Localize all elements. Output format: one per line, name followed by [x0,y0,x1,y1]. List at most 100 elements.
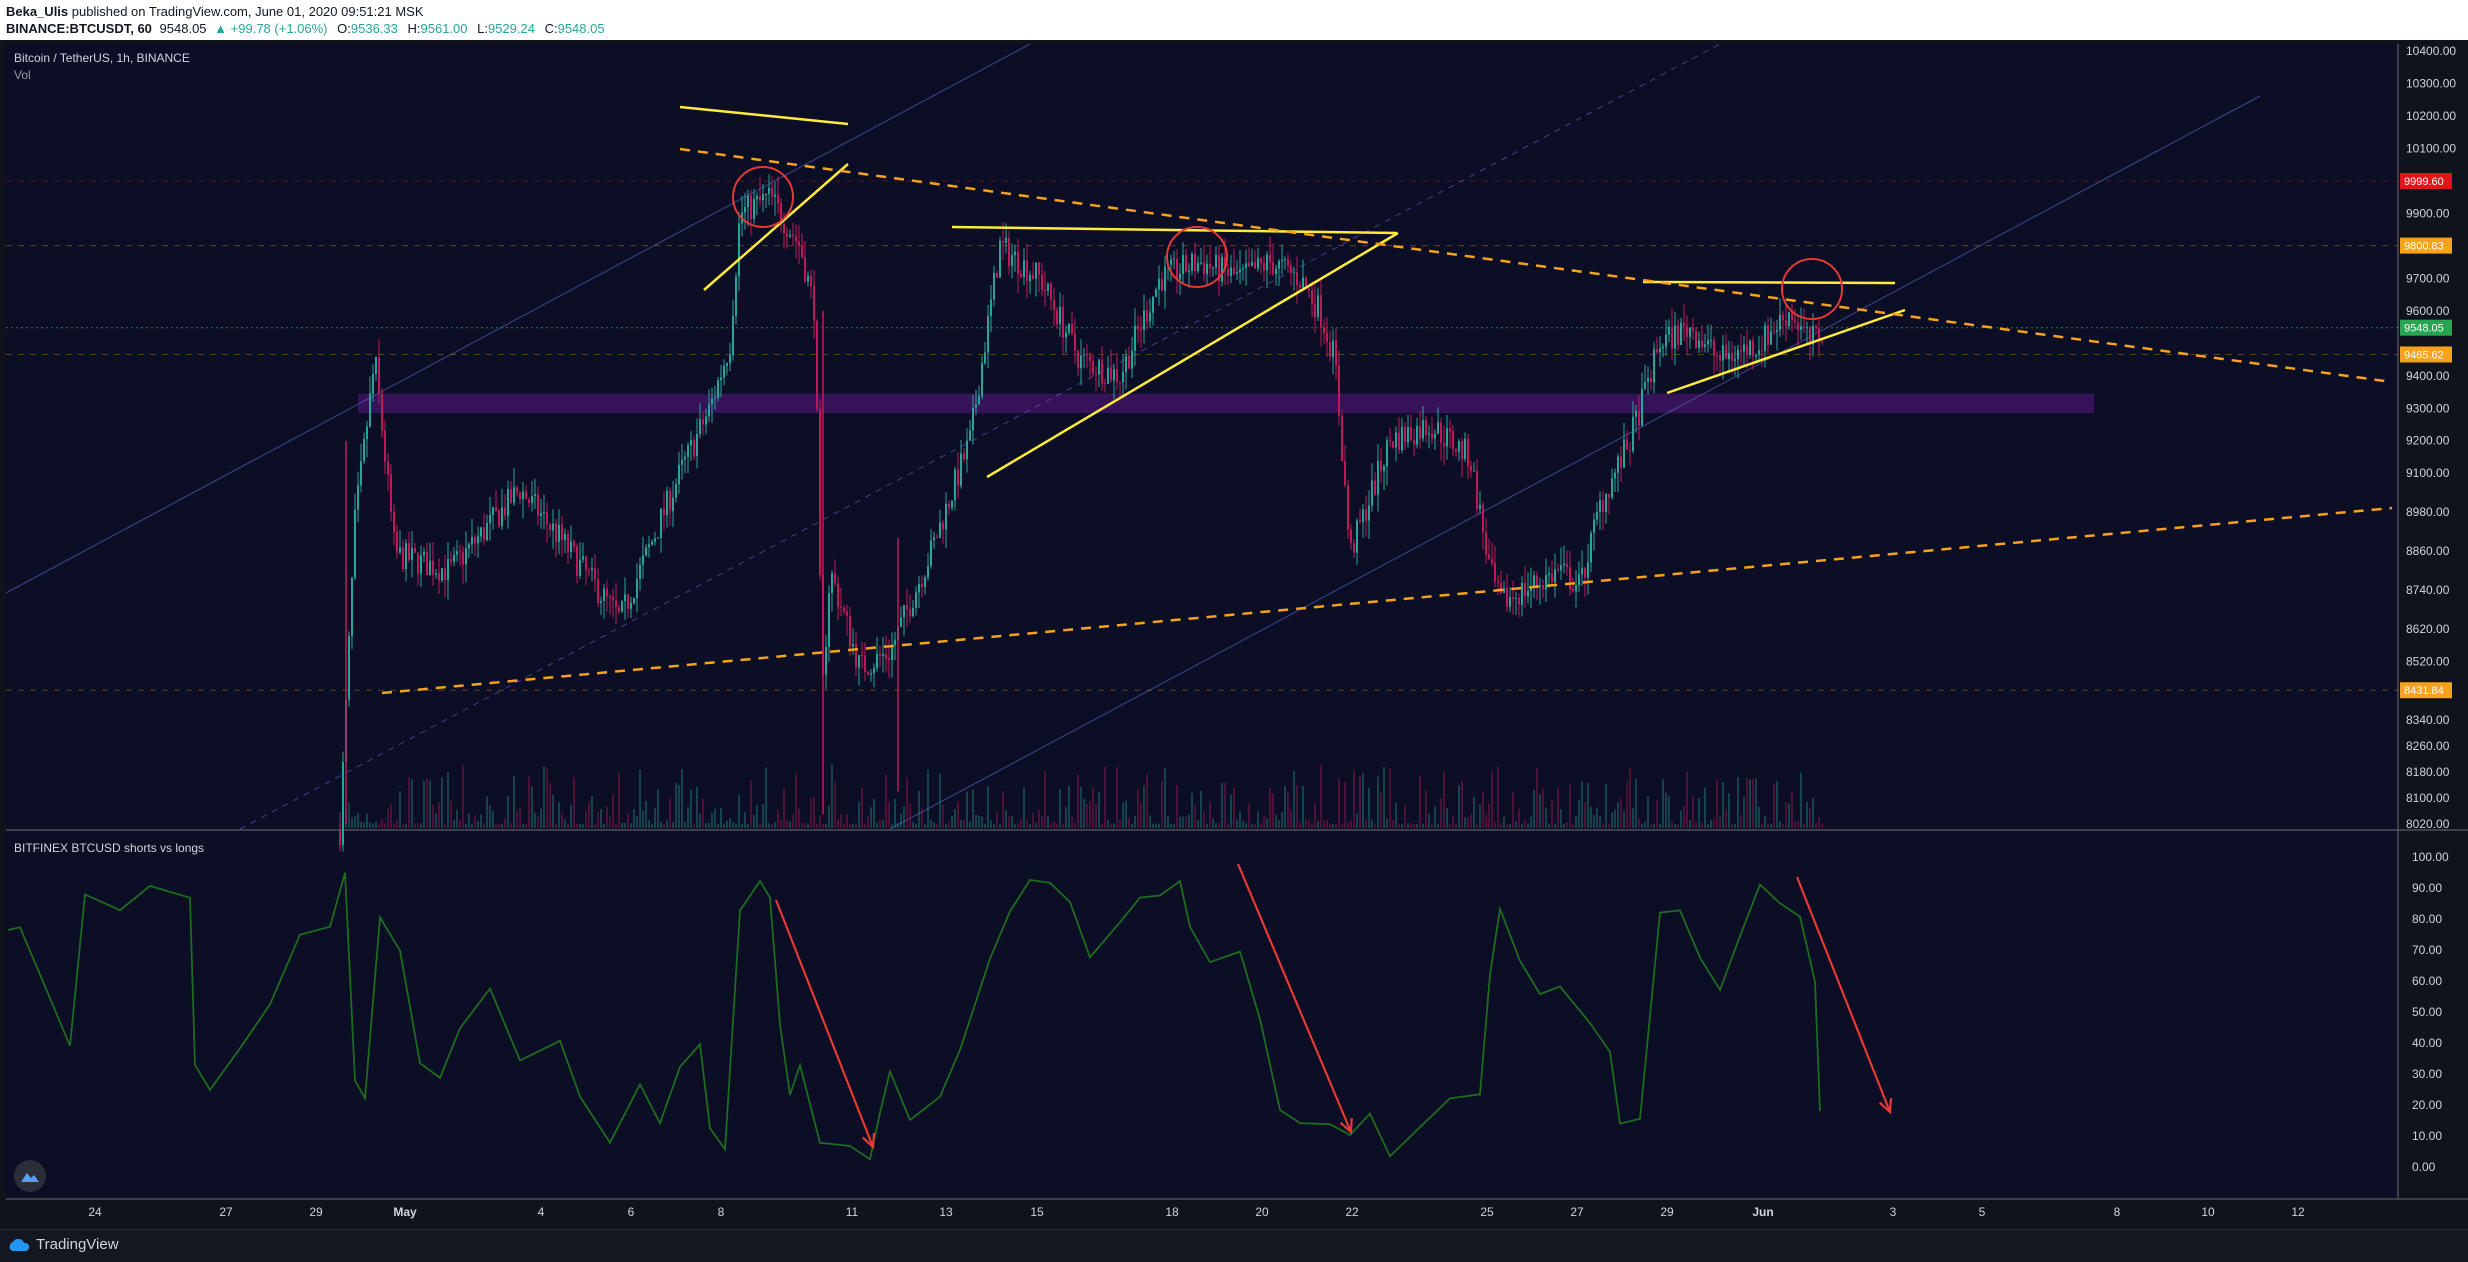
volume-bar [633,809,635,828]
author-name[interactable]: Beka_Ulis [6,4,69,19]
candle-body [1059,306,1061,325]
volume-bar [717,823,719,828]
candle-body [1170,259,1172,265]
volume-bar [366,813,368,828]
candle-body [1299,285,1301,288]
candle-body [1476,470,1478,510]
volume-bar [1458,785,1460,828]
candle-body [1506,588,1508,607]
volume-bar [1809,807,1811,828]
volume-bar [1749,779,1751,828]
candle-body [681,459,683,465]
candle-body [768,187,770,195]
price-badge [2400,682,2452,699]
candle-body [1206,263,1208,275]
volume-bar [1821,823,1823,828]
volume-bar [1092,786,1094,828]
volume-bar [654,808,656,828]
candle-body [1545,575,1547,590]
candle-body [1308,288,1310,291]
candle-body [1398,432,1400,451]
volume-bar [756,804,758,828]
volume-bar [915,823,917,828]
candle-body [1395,432,1397,448]
candle-body [432,560,434,575]
candle-body [1047,283,1049,291]
candle-body [1761,350,1763,352]
candle-body [1161,278,1163,291]
candle-body [1377,460,1379,495]
candle-body [1008,237,1010,266]
candle-body [1314,303,1316,318]
candle-body [1713,339,1715,356]
candle-body [807,275,809,282]
volume-bar [534,812,536,828]
volume-bar [1359,776,1361,828]
tradingview-logo-button[interactable] [14,1160,46,1192]
candle-body [1653,349,1655,383]
volume-bar [1782,823,1784,828]
volume-bar [1788,803,1790,828]
volume-bar [618,772,620,828]
tradingview-brand[interactable]: TradingView [8,1236,119,1253]
volume-bar [1611,812,1613,828]
candle-body [1743,344,1745,352]
volume-bar [735,823,737,828]
candle-body [1092,360,1094,374]
volume-bar [720,807,722,828]
volume-bar [705,823,707,828]
chart-canvas[interactable]: 10400.0010300.0010200.0010100.009900.009… [0,40,2468,1229]
candle-body [1668,326,1670,335]
volume-bar [1542,788,1544,828]
candle-body [699,419,701,435]
candle-body [615,600,617,608]
volume-bar [381,819,383,828]
candle-body [960,453,962,486]
candle-body [438,573,440,581]
time-tick-label: Jun [1752,1205,1773,1219]
volume-bar [627,813,629,828]
candle-body [522,491,524,500]
candle-body [924,577,926,587]
candle-body [660,508,662,538]
volume-bar [1680,810,1682,828]
candle-body [474,537,476,544]
volume-bar [1257,811,1259,828]
volume-bar [408,776,410,828]
time-tick-label: 11 [846,1205,859,1219]
candle-body [1122,372,1124,383]
volume-bar [1419,776,1421,828]
candle-body [1341,416,1343,462]
candle-body [621,601,623,612]
candle-body [510,488,512,503]
volume-bar [420,823,422,828]
volume-bar [1158,823,1160,828]
volume-bar [1170,823,1172,828]
volume-bar [990,820,992,828]
candle-body [762,194,764,201]
candle-body [483,527,485,540]
highlight-circle [732,166,794,228]
tradingview-cloud-icon [9,1238,30,1251]
candle-body [894,640,896,646]
volume-bar [753,814,755,828]
volume-bar [1701,822,1703,828]
volume-bar [1656,800,1658,828]
volume-bar [1548,823,1550,828]
candle-body [1287,259,1289,266]
candle-body [630,603,632,609]
volume-bar [777,809,779,828]
candle-body [984,352,986,364]
candle-body [1659,348,1661,353]
candle-body [603,588,605,601]
candle-body [1521,582,1523,605]
candle-body [1722,345,1724,361]
candle-body [1326,332,1328,343]
volume-bar [1344,781,1346,828]
candle-body [1473,470,1475,472]
publish-info: Beka_Ulis published on TradingView.com, … [6,4,424,19]
candle-body [873,667,875,674]
volume-bar [363,822,365,828]
candle-body [1203,262,1205,275]
candle-body [378,357,380,394]
